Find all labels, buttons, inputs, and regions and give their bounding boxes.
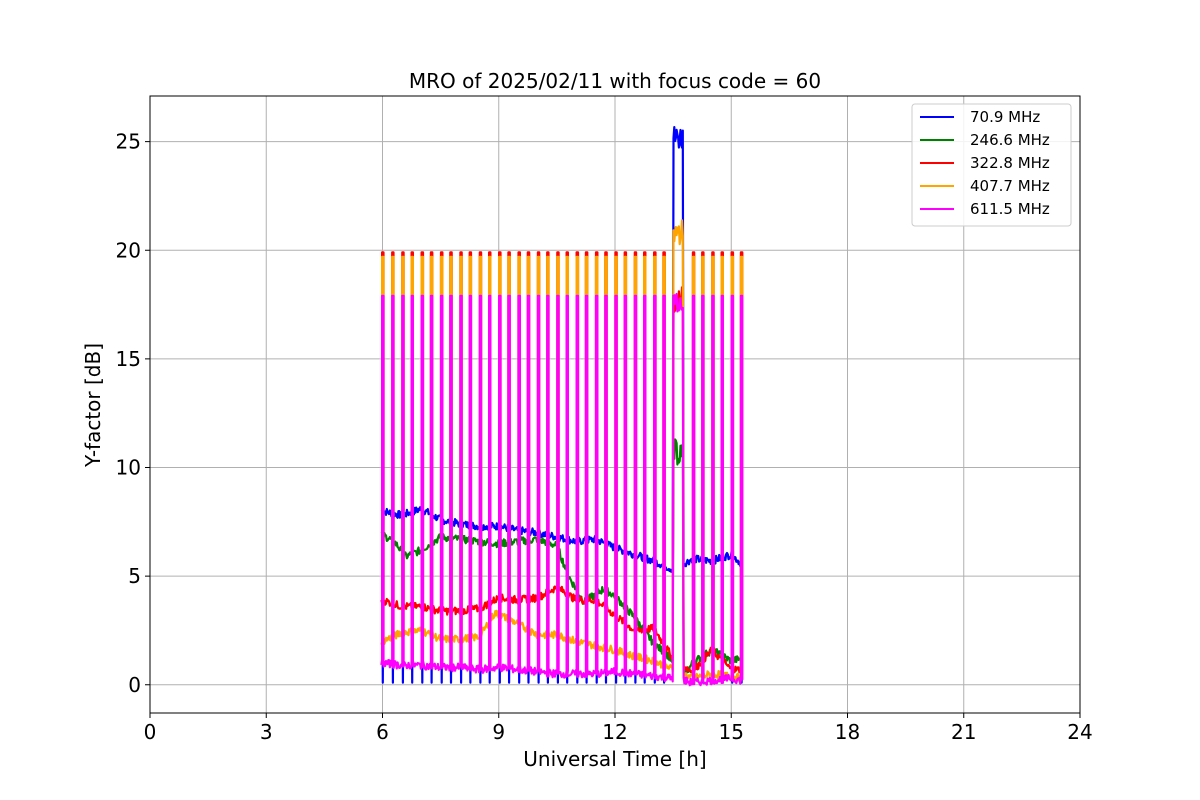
x-axis-label: Universal Time [h] xyxy=(523,747,706,771)
ticks: 0 3 6 9 12 15 18 21 24 0 5 10 15 20 25 xyxy=(116,130,1093,744)
x-tick-label: 0 xyxy=(144,720,157,744)
y-tick-label: 15 xyxy=(116,347,141,371)
x-tick-label: 21 xyxy=(951,720,976,744)
x-tick-label: 15 xyxy=(719,720,744,744)
y-tick-label: 5 xyxy=(128,564,141,588)
chart-title: MRO of 2025/02/11 with focus code = 60 xyxy=(409,69,821,93)
legend-label: 407.7 MHz xyxy=(970,177,1050,195)
y-tick-label: 20 xyxy=(116,238,141,262)
x-tick-label: 24 xyxy=(1067,720,1092,744)
legend-box xyxy=(911,103,1072,227)
series-4 xyxy=(380,292,744,687)
x-tick-label: 3 xyxy=(260,720,273,744)
legend-label: 611.5 MHz xyxy=(970,200,1050,218)
legend-label: 246.6 MHz xyxy=(970,131,1050,149)
y-tick-label: 10 xyxy=(116,456,141,480)
y-axis-label: Y-factor [dB] xyxy=(81,343,105,468)
x-tick-label: 12 xyxy=(602,720,627,744)
x-tick-label: 6 xyxy=(376,720,389,744)
legend-label: 322.8 MHz xyxy=(970,154,1050,172)
series-line xyxy=(380,292,744,687)
series-layer xyxy=(380,126,744,687)
x-tick-label: 18 xyxy=(835,720,860,744)
y-tick-label: 25 xyxy=(116,130,141,154)
legend-label: 70.9 MHz xyxy=(970,108,1040,126)
x-tick-label: 9 xyxy=(492,720,505,744)
y-tick-label: 0 xyxy=(128,673,141,697)
legend: 70.9 MHz 246.6 MHz 322.8 MHz 407.7 MHz 6… xyxy=(911,103,1072,227)
